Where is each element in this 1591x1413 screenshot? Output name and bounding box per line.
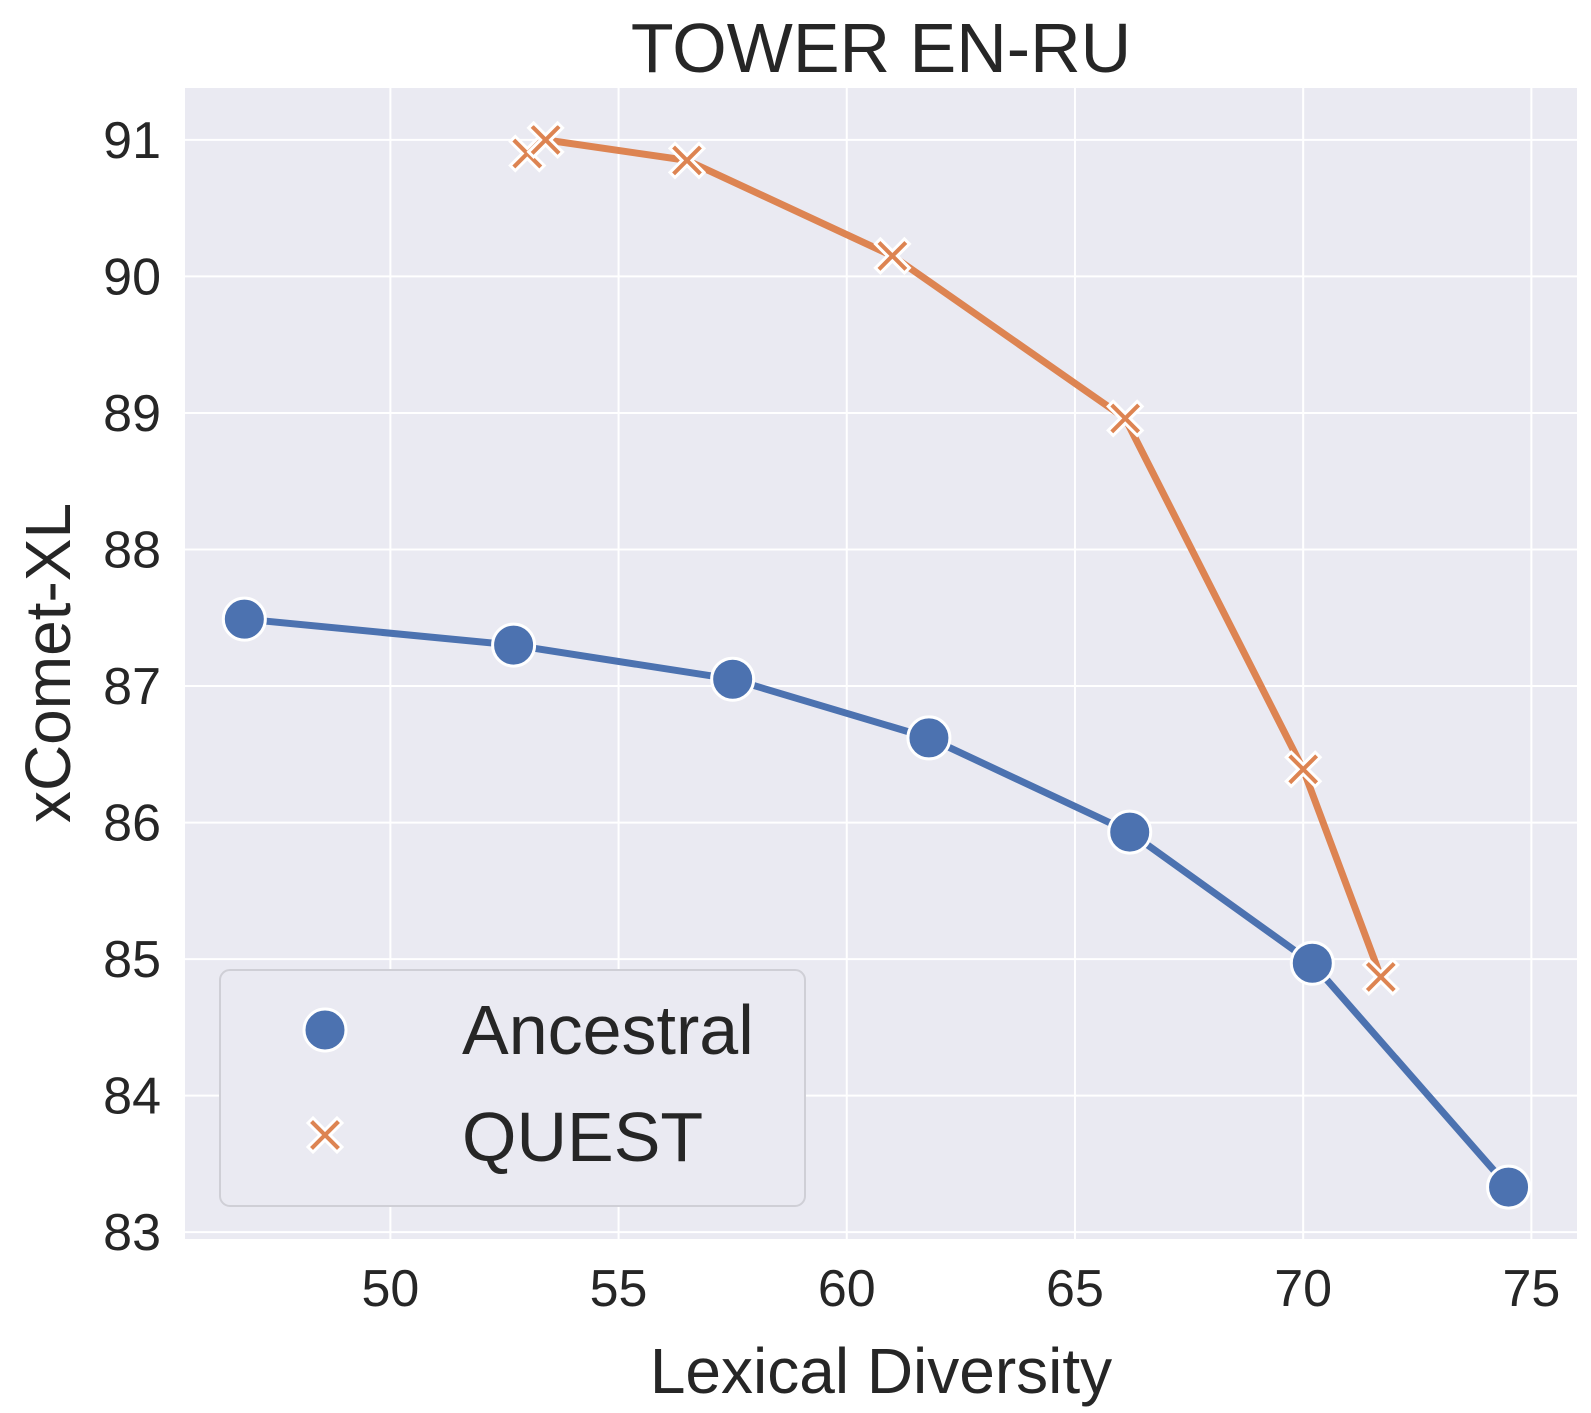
y-tick-label: 85 (103, 931, 161, 989)
y-tick-label: 84 (103, 1068, 161, 1126)
series-ancestral-point (491, 622, 537, 668)
series-quest-point (873, 236, 912, 276)
x-tick-label: 70 (1274, 1260, 1332, 1318)
y-tick-label: 86 (103, 795, 161, 853)
series-quest-point (1284, 750, 1323, 789)
ticks: 50 55 60 65 70 75 83 84 85 86 87 88 89 90 91 (103, 112, 1560, 1318)
y-axis-label: xComet-XL (12, 503, 84, 823)
series-ancestral-point (710, 656, 756, 702)
x-tick-label: 55 (590, 1260, 648, 1318)
y-tick-label: 90 (103, 248, 161, 306)
series-ancestral-point (1486, 1164, 1532, 1210)
series-quest-point (667, 141, 707, 180)
legend-box (219, 969, 806, 1207)
series-quest-point (1361, 957, 1400, 997)
chart-title: TOWER EN-RU (631, 9, 1131, 87)
legend: Ancestral QUEST (219, 969, 806, 1207)
series-quest-point (526, 120, 565, 160)
series-ancestral-point (221, 596, 267, 642)
y-tick-label: 89 (103, 385, 161, 443)
x-tick-label: 75 (1502, 1260, 1560, 1318)
y-tick-label: 91 (103, 112, 161, 170)
x-tick-label: 60 (818, 1260, 876, 1318)
legend-quest-label: QUEST (462, 1098, 703, 1176)
x-axis-label: Lexical Diversity (650, 1335, 1112, 1407)
series-quest-point (1106, 399, 1145, 438)
y-tick-label: 88 (103, 521, 161, 579)
series-ancestral-point (1107, 809, 1153, 855)
x-tick-label: 65 (1046, 1260, 1104, 1318)
y-tick-label: 87 (103, 658, 161, 716)
legend-ancestral-marker (302, 1007, 348, 1053)
y-tick-label: 83 (103, 1204, 161, 1262)
series-ancestral-point (1289, 940, 1335, 986)
legend-ancestral-label: Ancestral (462, 991, 754, 1069)
series-layer (221, 120, 1532, 1210)
series-ancestral-point (906, 715, 952, 761)
x-tick-label: 50 (361, 1260, 419, 1318)
legend-quest-marker (305, 1115, 345, 1155)
